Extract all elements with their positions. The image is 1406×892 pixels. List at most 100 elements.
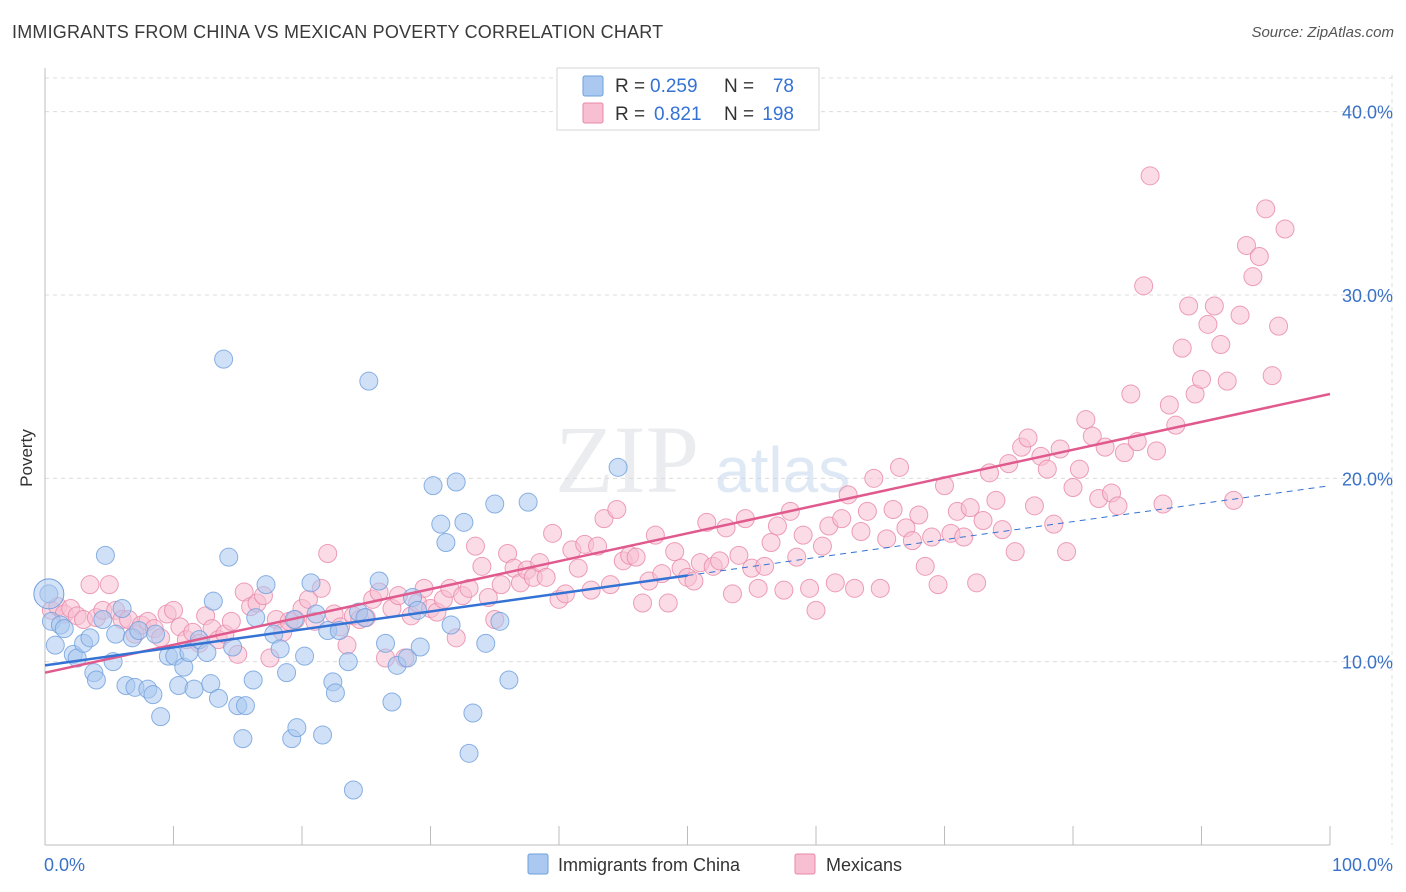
- point-mexicans: [767, 516, 787, 536]
- x-tick-labels: 0.0% 100.0%: [44, 855, 1393, 875]
- point-china: [208, 688, 228, 708]
- point-mexicans: [99, 575, 119, 595]
- point-china: [485, 494, 505, 514]
- point-china: [410, 637, 430, 657]
- y-tick-label: 10.0%: [1342, 653, 1393, 673]
- point-mexicans: [1121, 384, 1141, 404]
- legend-stats: R = 0.259 N = 78 R = 0.821 N = 198: [556, 67, 820, 131]
- point-china: [376, 633, 396, 653]
- point-mexicans: [806, 600, 826, 620]
- point-mexicans: [992, 520, 1012, 540]
- point-mexicans: [883, 500, 903, 519]
- legend-swatch-china: [582, 75, 604, 97]
- point-china: [436, 533, 456, 552]
- point-mexicans: [1211, 335, 1231, 354]
- point-mexicans: [1159, 395, 1179, 415]
- x-tick-label: 0.0%: [44, 855, 85, 875]
- point-china: [359, 371, 379, 391]
- point-china: [270, 639, 290, 659]
- point-mexicans: [1140, 166, 1160, 186]
- point-mexicans: [1057, 542, 1077, 562]
- point-mexicans: [825, 573, 845, 593]
- point-mexicans: [1204, 296, 1224, 316]
- point-china: [338, 652, 358, 672]
- point-china: [184, 679, 204, 699]
- trend-line-china: [44, 574, 688, 667]
- point-mexicans: [1172, 338, 1192, 358]
- point-mexicans: [1198, 314, 1218, 334]
- point-china: [397, 648, 417, 668]
- point-mexicans: [986, 490, 1006, 510]
- legend-bottom-label-mexicans: Mexicans: [826, 855, 902, 875]
- point-china: [129, 621, 149, 640]
- point-china: [295, 646, 315, 666]
- point-mexicans: [607, 500, 627, 519]
- point-mexicans: [812, 536, 832, 556]
- point-china: [287, 718, 307, 738]
- trend-line-mexicans: [44, 392, 1331, 674]
- point-mexicans: [1262, 366, 1282, 386]
- point-china: [459, 743, 479, 763]
- y-axis-label: Poverty: [17, 429, 36, 487]
- point-mexicans: [922, 527, 942, 547]
- legend-n-label-china: N =: [724, 76, 754, 97]
- point-mexicans: [857, 501, 877, 521]
- point-mexicans: [1217, 371, 1237, 391]
- point-china: [203, 591, 223, 611]
- legend-n-value-mexicans: 198: [762, 104, 794, 125]
- point-mexicans: [1230, 305, 1250, 325]
- point-mexicans: [1037, 459, 1057, 479]
- point-china: [608, 457, 628, 477]
- point-china: [201, 674, 221, 694]
- point-mexicans: [928, 575, 948, 595]
- point-mexicans: [1069, 459, 1089, 479]
- legend-bottom-swatch-china: [527, 853, 549, 875]
- legend-r-label-mexicans: R =: [615, 104, 645, 125]
- point-mexicans: [1050, 439, 1070, 459]
- y-tick-label: 40.0%: [1342, 103, 1393, 123]
- point-mexicans: [716, 518, 736, 538]
- point-mexicans: [729, 545, 749, 565]
- point-china: [106, 624, 126, 644]
- point-mexicans: [1236, 236, 1256, 255]
- point-china: [382, 692, 402, 712]
- point-china: [454, 512, 474, 532]
- point-china: [446, 472, 466, 492]
- point-china: [313, 725, 333, 745]
- legend-r-value-mexicans: 0.821: [654, 104, 702, 125]
- trend-lines: [44, 392, 1331, 674]
- chart-title: IMMIGRANTS FROM CHINA VS MEXICAN POVERTY…: [12, 22, 664, 42]
- point-mexicans: [748, 578, 768, 598]
- point-mexicans: [1192, 369, 1211, 389]
- point-china: [45, 635, 65, 655]
- point-mexicans: [793, 525, 813, 545]
- point-mexicans: [543, 523, 563, 543]
- point-mexicans: [755, 556, 775, 576]
- point-mexicans: [1147, 441, 1167, 461]
- point-china: [93, 610, 113, 629]
- point-mexicans: [697, 512, 717, 532]
- point-mexicans: [1024, 496, 1044, 516]
- point-mexicans: [318, 544, 338, 563]
- data-points: [33, 166, 1295, 800]
- point-china: [355, 608, 375, 628]
- point-china: [86, 670, 106, 690]
- point-china: [80, 628, 100, 648]
- point-mexicans: [1179, 296, 1199, 316]
- point-mexicans: [967, 573, 987, 593]
- point-china: [463, 703, 483, 723]
- point-china: [33, 578, 65, 610]
- legend-r-value-china: 0.259: [650, 76, 698, 97]
- point-china: [431, 514, 451, 534]
- x-tick-label: 100.0%: [1332, 855, 1393, 875]
- point-mexicans: [774, 580, 794, 600]
- point-mexicans: [568, 558, 588, 578]
- point-china: [143, 685, 163, 705]
- point-china: [277, 663, 297, 683]
- point-mexicans: [864, 468, 884, 488]
- point-mexicans: [902, 531, 922, 551]
- watermark-atlas: atlas: [715, 434, 850, 506]
- point-china: [256, 575, 276, 595]
- legend-n-label-mexicans: N =: [724, 104, 754, 125]
- legend-r-label-china: R =: [615, 76, 645, 97]
